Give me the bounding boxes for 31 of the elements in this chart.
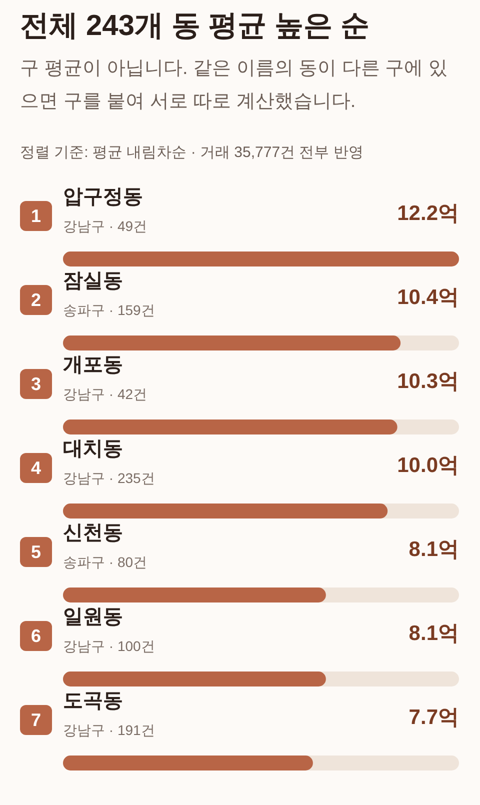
data-label: 8.1억 [408, 538, 460, 561]
text: 정렬 기준: 평균 내림차순 · 거래 35,777건 전부 반영 [20, 143, 364, 162]
annotation: 강남구 · 100건 [63, 638, 155, 654]
annotation: 강남구 · 42건 [63, 386, 148, 402]
annotation: 송파구 · 80건 [63, 554, 148, 570]
y-tick-label: 개포동 [63, 354, 123, 376]
data-label: 8.1억 [408, 622, 460, 645]
y-tick-label: 압구정동 [63, 186, 143, 208]
annotation: 강남구 · 191건 [63, 722, 155, 738]
y-tick-label: 일원동 [63, 606, 123, 628]
annotation: 강남구 · 49건 [63, 218, 148, 234]
text: 2 [31, 290, 42, 310]
text: 7 [31, 710, 42, 730]
data-label: 10.3억 [397, 370, 460, 393]
y-tick-label: 도곡동 [63, 690, 123, 712]
text: 3 [31, 374, 42, 394]
text: 6 [31, 626, 42, 646]
data-label: 7.7억 [408, 706, 460, 729]
text: 4 [31, 458, 42, 478]
data-label: 10.4억 [397, 286, 460, 309]
annotation: 송파구 · 159건 [63, 302, 155, 318]
data-label: 12.2억 [397, 202, 460, 225]
y-tick-label: 잠실동 [63, 270, 123, 292]
chart-subtitle: 구 평균이 아닙니다. 같은 이름의 동이 다른 구에 있으면 구를 붙여 서로 따로 계산했습니다. [20, 57, 449, 114]
text: 5 [31, 542, 42, 562]
chart-title: 전체 243개 동 평균 높은 순 [20, 9, 370, 44]
y-tick-label: 신천동 [63, 522, 123, 544]
data-label: 10.0억 [397, 454, 460, 477]
text: 1 [31, 206, 42, 226]
annotation: 강남구 · 235건 [63, 470, 155, 486]
y-tick-label: 대치동 [63, 438, 123, 460]
